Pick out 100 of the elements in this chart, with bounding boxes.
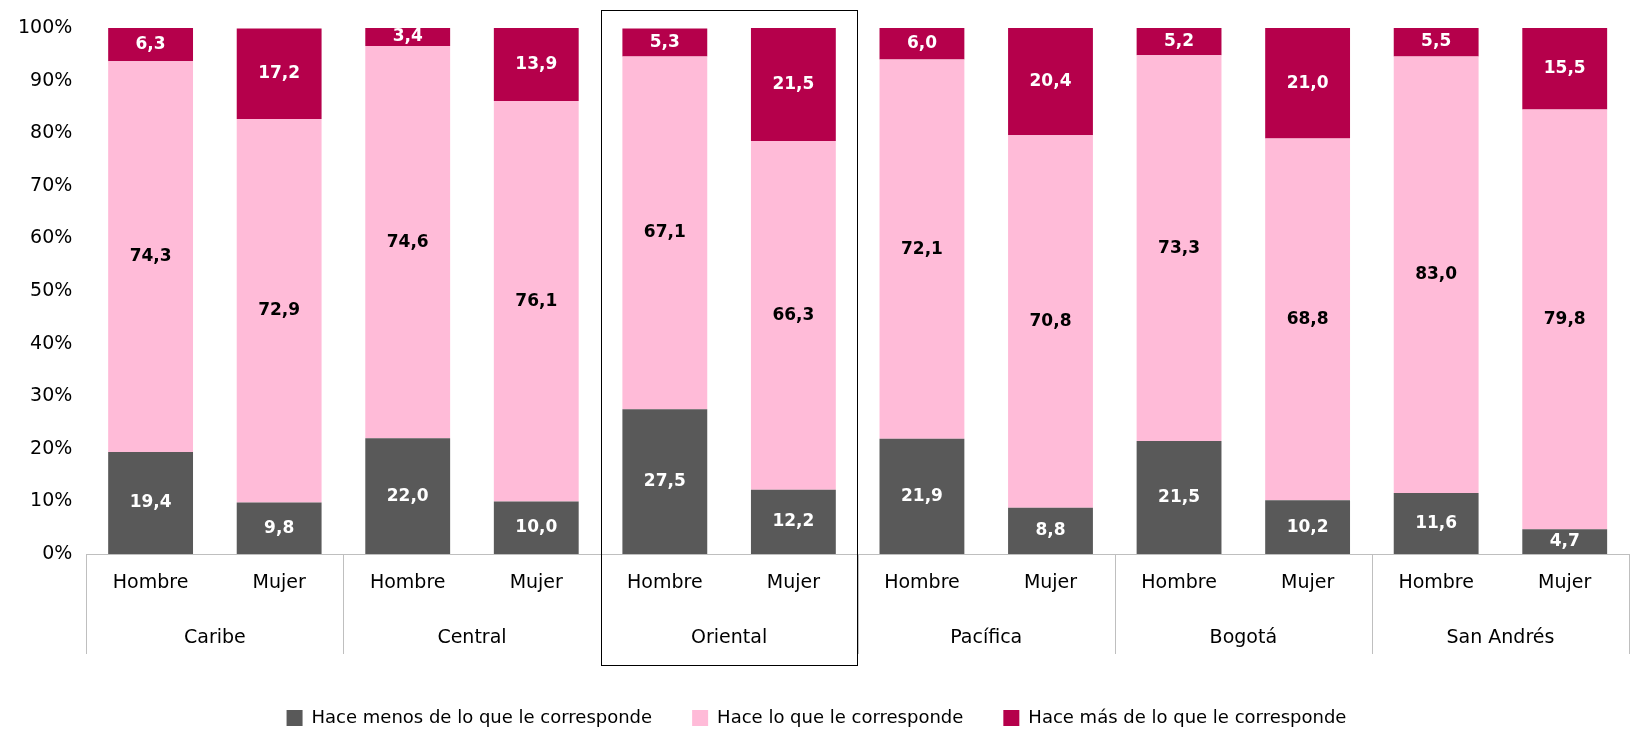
x-tick-label: Hombre [1398, 570, 1474, 593]
data-label: 21,5 [1158, 485, 1201, 506]
bar [365, 438, 451, 554]
data-label: 79,8 [1543, 307, 1586, 328]
data-label: 11,6 [1415, 511, 1458, 532]
y-tick-label: 0% [42, 540, 73, 563]
data-label: 9,8 [264, 516, 295, 537]
data-label: 21,9 [900, 484, 943, 505]
data-label: 8,8 [1035, 519, 1066, 540]
bar [1265, 28, 1351, 139]
data-label: 13,9 [515, 52, 558, 73]
data-label: 5,5 [1421, 30, 1452, 51]
y-tick-label: 70% [30, 172, 73, 195]
data-label: 72,9 [258, 299, 301, 320]
data-label: 21,5 [772, 72, 815, 93]
text: Central [437, 624, 507, 647]
data-label: 67,1 [643, 221, 686, 242]
data-label: 21,0 [1286, 71, 1329, 92]
bar [236, 28, 322, 119]
x-tick-label: Mujer [766, 570, 821, 593]
data-label: 74,3 [129, 244, 172, 265]
bar [108, 61, 194, 452]
text: Oriental [691, 624, 768, 647]
y-tick-label: 60% [30, 225, 73, 248]
x-tick-label: Hombre [627, 570, 703, 593]
bar [1136, 440, 1222, 554]
data-label: 73,3 [1158, 236, 1201, 257]
y-tick-label: 90% [30, 67, 73, 90]
x-tick-label: Mujer [509, 570, 564, 593]
data-label: 68,8 [1286, 307, 1329, 328]
x-tick-label: Hombre [1141, 570, 1217, 593]
bar [1393, 492, 1479, 554]
text: Pacífica [950, 624, 1023, 647]
data-label: 17,2 [258, 62, 301, 83]
y-tick-label: 30% [30, 383, 73, 406]
data-label: 5,3 [649, 30, 680, 51]
data-label: 22,0 [386, 484, 429, 505]
bar [236, 119, 322, 503]
bar [1136, 55, 1222, 441]
bar [493, 28, 579, 102]
bar [879, 438, 965, 554]
bar [365, 45, 451, 439]
data-label: 72,1 [900, 237, 943, 258]
data-label: 4,7 [1549, 530, 1580, 551]
bar [1008, 135, 1093, 508]
legend-label: Hace más de lo que le corresponde [1028, 705, 1347, 727]
data-label: 27,5 [643, 470, 686, 491]
x-tick-label: Mujer [1538, 570, 1592, 593]
bar [1265, 138, 1351, 501]
data-label: 10,2 [1286, 515, 1329, 536]
bar [622, 56, 708, 410]
bar [1393, 28, 1479, 57]
text: San Andrés [1446, 624, 1555, 647]
data-label: 5,2 [1163, 30, 1195, 51]
legend-label: Hace menos de lo que le corresponde [311, 705, 653, 727]
data-label: 74,6 [386, 230, 429, 251]
data-label: 6,3 [135, 32, 166, 53]
x-tick-label: Hombre [369, 570, 446, 593]
bar [1393, 56, 1479, 493]
data-label: 3,4 [392, 25, 423, 46]
bar [1008, 507, 1093, 554]
y-tick-label: 40% [30, 330, 73, 353]
bar [879, 59, 965, 439]
text: Caribe [184, 624, 246, 647]
bar [879, 28, 965, 60]
bar [1265, 500, 1351, 554]
data-label: 6,0 [906, 32, 938, 53]
bar [1008, 28, 1093, 136]
data-label: 15,5 [1543, 57, 1586, 78]
y-tick-label: 50% [30, 277, 73, 300]
bar [1522, 109, 1608, 530]
bar [108, 28, 194, 62]
bar [493, 101, 579, 502]
bar [493, 501, 579, 554]
data-label: 70,8 [1029, 309, 1072, 330]
data-label: 83,0 [1415, 263, 1458, 284]
x-tick-label: Mujer [1023, 570, 1078, 593]
legend-label: Hace lo que le corresponde [717, 705, 964, 727]
data-label: 76,1 [515, 289, 558, 310]
y-tick-label: 100% [17, 14, 73, 37]
x-tick-label: Hombre [112, 570, 189, 593]
y-tick-label: 20% [30, 435, 73, 458]
data-label: 20,4 [1029, 70, 1072, 91]
y-tick-label: 80% [30, 120, 73, 143]
bar [236, 502, 322, 554]
bar [622, 409, 708, 554]
bar [750, 28, 836, 142]
y-tick-label: 10% [30, 488, 73, 511]
text: Bogotá [1209, 624, 1278, 647]
x-tick-label: Hombre [884, 570, 960, 593]
bar [750, 489, 836, 554]
bar [1522, 28, 1608, 110]
data-label: 10,0 [515, 516, 558, 537]
bar [1522, 529, 1608, 554]
data-label: 66,3 [772, 303, 815, 324]
data-label: 19,4 [129, 491, 172, 512]
bar [750, 141, 836, 490]
data-label: 12,2 [772, 510, 815, 531]
x-tick-label: Mujer [252, 570, 306, 593]
x-tick-label: Mujer [1281, 570, 1335, 593]
